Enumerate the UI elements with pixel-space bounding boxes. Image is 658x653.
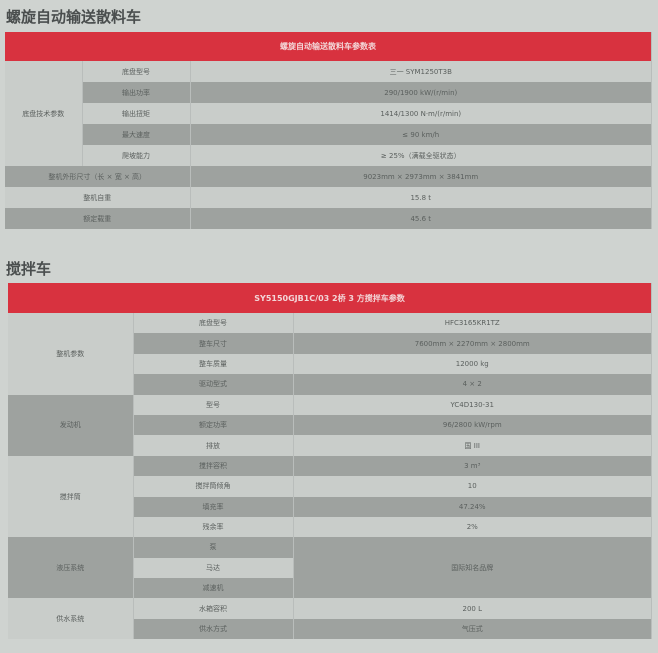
param-name: 底盘型号 [133,313,294,334]
param-value: 15.8 t [190,187,652,208]
group-label: 发动机 [8,394,134,456]
param-value: 47.24% [293,496,652,517]
param-value: HFC3165KR1TZ [293,313,652,334]
group-label: 搅拌筒 [8,455,134,538]
group-label: 供水系统 [8,598,134,640]
param-name: 爬坡能力 [82,145,191,166]
param-value: 国际知名品牌 [293,537,652,599]
param-name: 额定功率 [133,414,294,436]
param-name: 输出功率 [82,82,191,103]
section-title-mixer-truck: 搅拌车 [6,260,52,278]
param-value: 2% [293,516,652,538]
param-value: 10 [293,476,652,497]
param-name: 整机自重 [5,187,191,208]
section-title-spiral-truck: 螺旋自动输送散料车 [6,8,142,26]
group-label: 底盘技术参数 [5,61,83,166]
param-name: 底盘型号 [82,61,191,82]
param-name: 型号 [133,394,294,415]
param-name: 整车质量 [133,353,294,375]
spiral-truck-spec-table: 螺旋自动输送散料车参数表 底盘技术参数 底盘型号 三一 SYM1250T3B 输出功… [5,32,652,229]
param-value: 12000 kg [293,353,652,375]
param-value: 三一 SYM1250T3B [190,61,652,82]
param-value: 200 L [293,598,652,619]
param-name: 整车尺寸 [133,333,294,354]
group-label: 整机参数 [8,313,134,395]
param-name: 填充率 [133,496,294,517]
param-name: 额定载重 [5,208,191,229]
param-name: 驱动型式 [133,374,294,395]
param-name: 减速机 [133,578,294,599]
param-name: 整机外形尺寸（长 × 宽 × 高） [5,166,191,187]
param-value: ≤ 90 km/h [190,124,652,145]
param-value: 9023mm × 2973mm × 3841mm [190,166,652,187]
param-value: 290/1900 kW/(r/min) [190,82,652,103]
param-name: 排放 [133,435,294,456]
param-name: 供水方式 [133,618,294,640]
param-value: 7600mm × 2270mm × 2800mm [293,333,652,354]
mixer-truck-spec-table: SY5150GJB1C/03 2桥 3 方搅拌车参数 整机参数 底盘型号 HFC31… [8,283,652,640]
param-name: 残余率 [133,516,294,538]
param-value: 3 m³ [293,455,652,477]
param-name: 搅拌容积 [133,455,294,477]
param-name: 泵 [133,537,294,558]
param-name: 最大速度 [82,124,191,145]
param-value: ≥ 25%（满载全驱状态） [190,145,652,166]
param-value: 国 III [293,435,652,456]
param-name: 输出扭矩 [82,103,191,124]
param-value: YC4D130-31 [293,394,652,415]
param-value: 1414/1300 N·m/(r/min) [190,103,652,124]
table-header: 螺旋自动输送散料车参数表 [5,32,652,61]
param-value: 45.6 t [190,208,652,229]
param-name: 搅拌筒倾角 [133,476,294,497]
group-label: 液压系统 [8,537,134,599]
param-name: 马达 [133,557,294,579]
param-value: 96/2800 kW/rpm [293,414,652,436]
table-header: SY5150GJB1C/03 2桥 3 方搅拌车参数 [8,283,652,313]
param-value: 气压式 [293,618,652,640]
param-name: 水箱容积 [133,598,294,619]
param-value: 4 × 2 [293,374,652,395]
